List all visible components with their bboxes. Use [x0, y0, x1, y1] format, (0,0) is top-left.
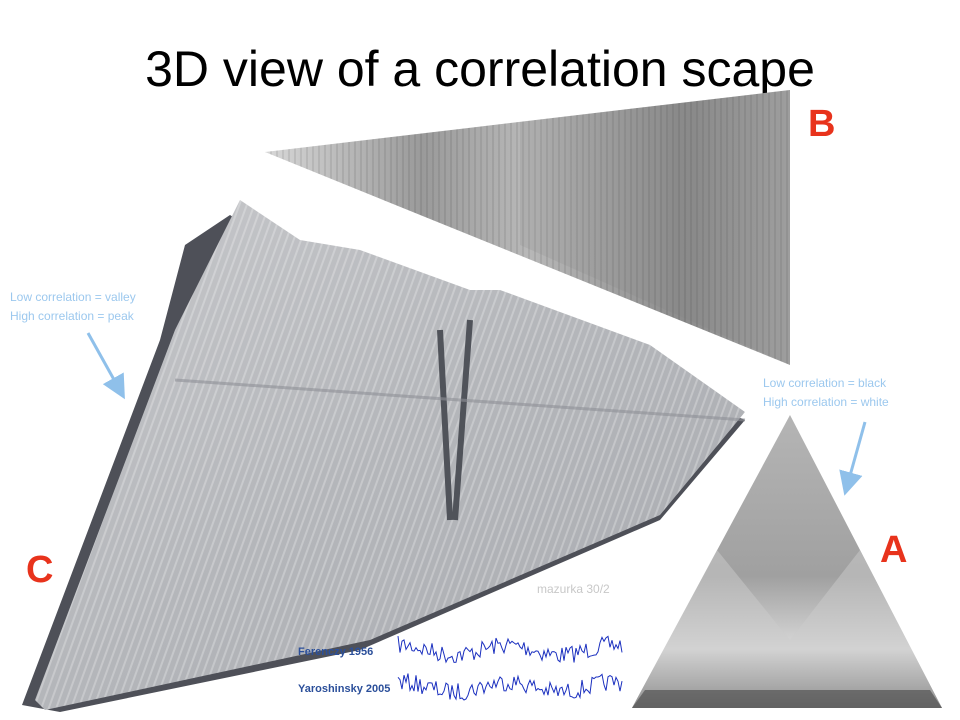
- panel-label: B: [808, 103, 835, 145]
- annotation: Low correlation = valley: [10, 290, 136, 304]
- panel-a-image: [632, 415, 942, 708]
- waveform: [397, 673, 623, 701]
- panel-label: A: [880, 529, 907, 571]
- annotation: Low correlation = black: [763, 376, 887, 390]
- panel-label: C: [26, 549, 53, 591]
- annotation: High correlation = white: [763, 395, 889, 409]
- waveform: [397, 635, 623, 664]
- slide-title: 3D view of a correlation scape: [145, 41, 815, 97]
- waveforms: [397, 635, 623, 701]
- caption: mazurka 30/2: [537, 582, 610, 596]
- annotation: High correlation = peak: [10, 309, 135, 323]
- arrow: [839, 421, 867, 496]
- arrow: [86, 332, 125, 400]
- panel-b-image: [265, 90, 790, 365]
- performer-label: Ferenczy 1956: [298, 646, 373, 658]
- performer-label: Yaroshinsky 2005: [298, 683, 390, 695]
- panel-c-image: [22, 200, 746, 712]
